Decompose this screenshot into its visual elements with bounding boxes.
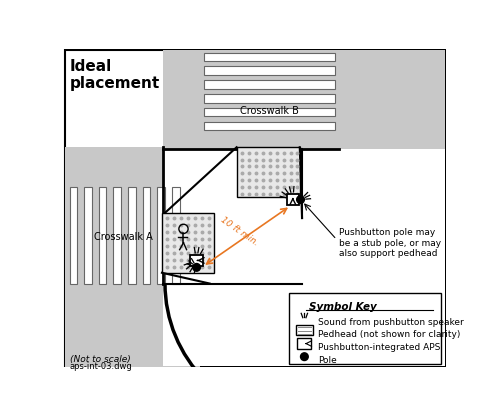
Bar [204, 81, 335, 90]
Bar [143, 188, 151, 284]
Bar [190, 255, 203, 266]
Text: Ideal
placement: Ideal placement [70, 59, 160, 91]
Bar [289, 293, 441, 364]
Bar [204, 123, 335, 131]
Bar [204, 109, 335, 117]
Bar [237, 148, 300, 198]
Text: Pedhead (not shown for clarity): Pedhead (not shown for clarity) [318, 329, 461, 338]
Bar [99, 188, 106, 284]
Bar [84, 188, 92, 284]
Bar [164, 51, 444, 151]
Text: Pushbutton-integrated APS: Pushbutton-integrated APS [318, 342, 441, 351]
Text: Pushbutton pole may
be a stub pole, or may
also support pedhead: Pushbutton pole may be a stub pole, or m… [339, 228, 441, 257]
Circle shape [193, 264, 200, 272]
Bar [113, 188, 121, 284]
Bar [204, 53, 335, 62]
Bar [297, 338, 311, 349]
Text: (Not to scale): (Not to scale) [70, 354, 130, 363]
Circle shape [301, 353, 308, 361]
Bar [172, 188, 179, 284]
Text: Pole: Pole [318, 356, 337, 364]
Bar [204, 95, 335, 103]
Circle shape [297, 196, 304, 204]
Bar [287, 195, 299, 206]
Text: aps-int-03.dwg: aps-int-03.dwg [70, 361, 132, 370]
Bar [296, 325, 313, 335]
Bar [128, 188, 136, 284]
Text: Crosswalk A: Crosswalk A [94, 231, 153, 241]
Bar [204, 67, 335, 76]
Bar [162, 213, 214, 273]
Bar [164, 150, 444, 366]
Text: Symbol Key: Symbol Key [309, 301, 377, 311]
Bar [158, 188, 165, 284]
Text: Crosswalk B: Crosswalk B [240, 106, 299, 116]
Bar [65, 148, 200, 368]
Bar [70, 188, 77, 284]
Text: Sound from pushbutton speaker: Sound from pushbutton speaker [318, 317, 464, 326]
Text: 10 ft min.: 10 ft min. [218, 214, 259, 247]
